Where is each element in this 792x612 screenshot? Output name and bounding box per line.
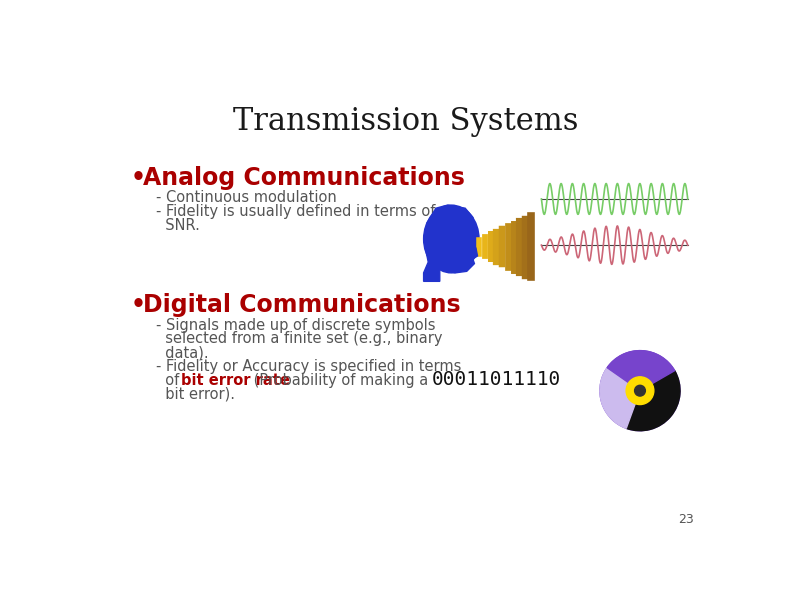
Text: of: of — [157, 373, 185, 388]
Circle shape — [626, 377, 654, 405]
Circle shape — [600, 351, 680, 431]
Ellipse shape — [424, 205, 479, 273]
Text: SNR.: SNR. — [157, 218, 200, 233]
Text: Transmission Systems: Transmission Systems — [233, 106, 579, 136]
Text: selected from a finite set (e.g., binary: selected from a finite set (e.g., binary — [157, 331, 443, 346]
Text: - Signals made up of discrete symbols: - Signals made up of discrete symbols — [157, 318, 436, 332]
Text: - Fidelity is usually defined in terms of: - Fidelity is usually defined in terms o… — [157, 204, 436, 219]
Wedge shape — [600, 368, 640, 428]
Circle shape — [634, 386, 645, 396]
Text: data).: data). — [157, 345, 209, 360]
Text: Digital Communications: Digital Communications — [143, 293, 461, 317]
Polygon shape — [424, 205, 478, 282]
Text: •: • — [130, 166, 145, 190]
Wedge shape — [607, 351, 675, 390]
Text: •: • — [130, 293, 145, 317]
Text: - Fidelity or Accuracy is specified in terms: - Fidelity or Accuracy is specified in t… — [157, 359, 462, 374]
Text: 23: 23 — [678, 513, 694, 526]
Text: 00011011110: 00011011110 — [432, 370, 562, 389]
Text: - Continuous modulation: - Continuous modulation — [157, 190, 337, 206]
Text: bit error rate: bit error rate — [181, 373, 290, 388]
Text: Analog Communications: Analog Communications — [143, 166, 465, 190]
Text: bit error).: bit error). — [157, 387, 235, 402]
Text: (Probability of making a: (Probability of making a — [249, 373, 428, 388]
Wedge shape — [626, 371, 680, 431]
